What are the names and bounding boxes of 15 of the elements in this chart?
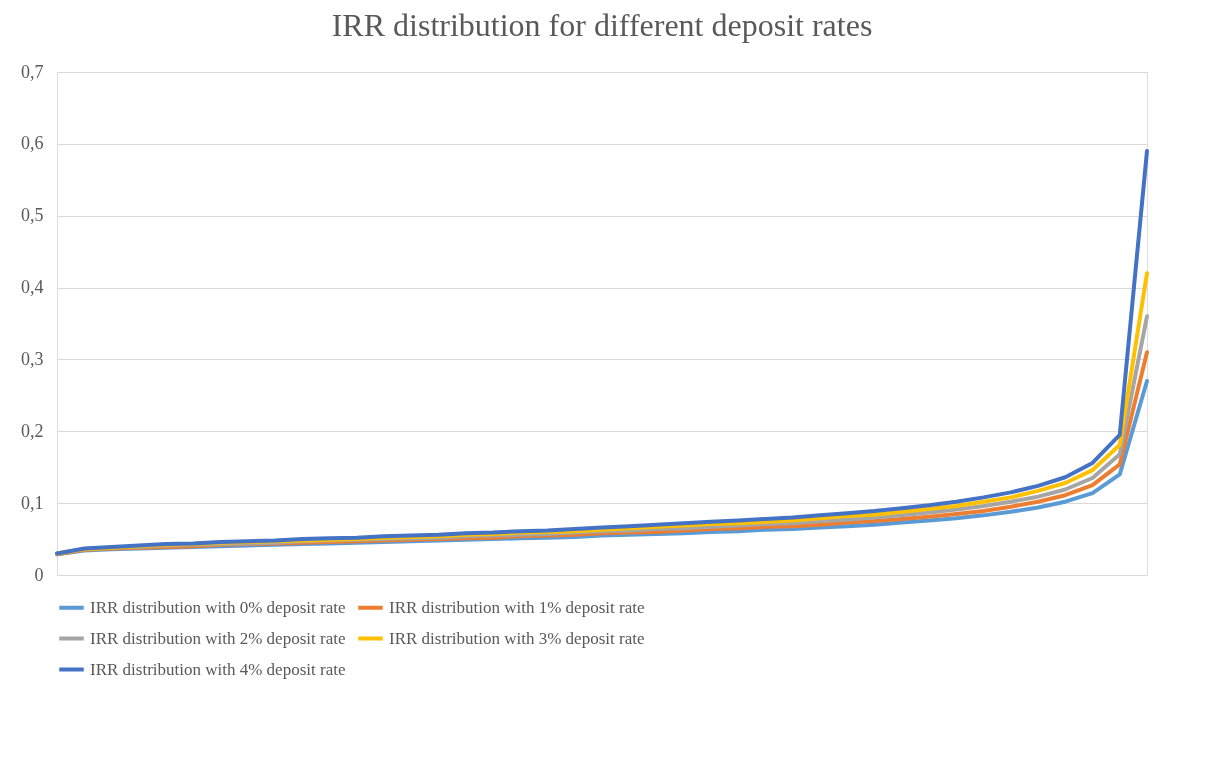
- y-tick-label: 0,2: [21, 420, 44, 441]
- y-tick-label: 0,4: [21, 277, 44, 298]
- line-series: [55, 149, 1149, 556]
- y-tick-label: 0,7: [21, 61, 44, 82]
- legend-label: IRR distribution with 3% deposit rate: [389, 628, 645, 648]
- y-tick-label: 0,6: [21, 133, 44, 154]
- legend-label: IRR distribution with 2% deposit rate: [90, 628, 346, 648]
- y-tick-label: 0,3: [21, 348, 44, 369]
- legend-label: IRR distribution with 0% deposit rate: [90, 597, 346, 617]
- y-tick-label: 0: [34, 564, 44, 585]
- y-tick-label: 0,5: [21, 205, 44, 226]
- chart-title: IRR distribution for different deposit rates: [331, 7, 873, 43]
- legend-label: IRR distribution with 1% deposit rate: [389, 597, 645, 617]
- legend-label: IRR distribution with 4% deposit rate: [90, 659, 346, 679]
- y-tick-label: 0,1: [21, 492, 44, 513]
